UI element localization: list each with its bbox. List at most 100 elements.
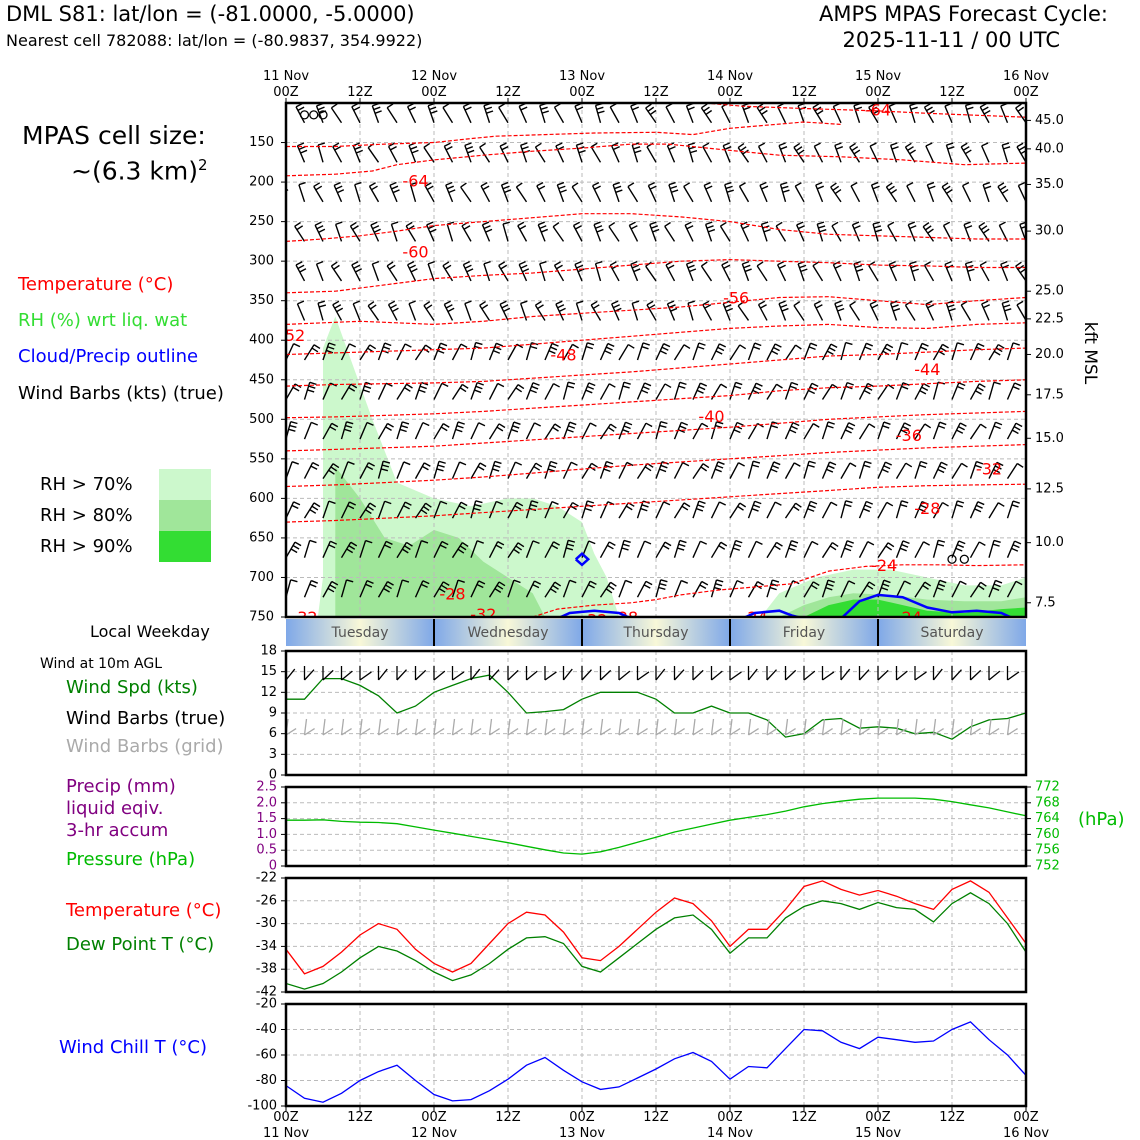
wind-barb-feather xyxy=(565,547,574,551)
wind-barb-feather xyxy=(846,425,854,430)
wind-barb-staff xyxy=(332,304,343,321)
wind-barb-staff xyxy=(729,422,738,440)
wind-barb-staff xyxy=(969,383,980,400)
surface-wind-barb-staff xyxy=(970,669,982,681)
wind-barb-feather xyxy=(751,464,760,468)
wind-barb xyxy=(969,423,987,440)
wind-barb-staff xyxy=(932,502,944,519)
wind-barb xyxy=(539,260,547,282)
wind-barb-feather xyxy=(660,464,668,469)
wind-barb xyxy=(286,343,301,361)
pressure-tick-label: 600 xyxy=(249,491,274,506)
wind-barb xyxy=(813,142,824,163)
wind-barb-feather xyxy=(494,460,502,465)
wind-barb-feather xyxy=(474,389,482,394)
wind-barb-feather xyxy=(485,228,493,233)
grid-wind-barb-staff xyxy=(988,727,1000,736)
wind-barb-staff xyxy=(414,382,423,400)
wind-barb xyxy=(951,342,965,361)
grid-wind-barb-feather xyxy=(581,718,585,736)
wind-barb-feather xyxy=(865,342,873,347)
wind-barb-feather xyxy=(926,106,933,112)
wind-barb-feather xyxy=(554,423,562,429)
wind-barb-feather xyxy=(571,182,579,188)
wind-barb-feather xyxy=(758,300,766,306)
top-time-label: 12Z xyxy=(939,85,965,100)
wind-barb-staff xyxy=(729,540,737,558)
surface-wind-barb-staff xyxy=(951,669,962,681)
wind-barb-staff xyxy=(396,343,406,361)
wind-barb-staff xyxy=(628,225,639,242)
wind-barb-feather xyxy=(328,500,336,505)
wind-barb-feather xyxy=(853,149,861,155)
wind-barb xyxy=(470,540,484,558)
wind-barb-staff xyxy=(895,540,904,558)
wind-barb xyxy=(858,500,873,519)
wind-barb-feather xyxy=(724,181,732,186)
panel-y-tick-label: -40 xyxy=(256,1022,277,1037)
wind-barb-feather xyxy=(781,185,789,190)
grid-wind-barb xyxy=(470,718,482,736)
wind-barb xyxy=(340,541,358,559)
wind-barb-feather xyxy=(957,500,965,504)
wind-barb xyxy=(340,421,354,440)
wind-barb xyxy=(488,382,505,400)
wind-barb-feather xyxy=(406,383,413,389)
temperature-contour-60 xyxy=(286,213,1026,242)
wind-barb xyxy=(488,541,505,559)
wind-barb-staff xyxy=(760,224,768,242)
temperature-contour-40 xyxy=(286,379,1026,419)
wind-barb-feather xyxy=(816,109,824,115)
wind-barb xyxy=(904,142,916,163)
wind-barb xyxy=(414,502,432,519)
wind-barb-feather xyxy=(392,189,400,194)
wind-barb xyxy=(1006,422,1023,440)
wind-barb xyxy=(821,343,838,361)
wind-barb-feather xyxy=(329,584,337,589)
wind-barb-staff xyxy=(850,185,861,203)
wind-barb-staff xyxy=(747,500,756,519)
wind-barb-feather xyxy=(902,540,910,545)
grid-wind-barb xyxy=(692,718,704,736)
wind-barb xyxy=(525,342,539,361)
wind-barb-feather xyxy=(333,181,341,187)
top-time-label: 00Z xyxy=(865,85,891,100)
wind-barb-staff xyxy=(793,146,805,163)
wind-barb-feather xyxy=(849,142,856,148)
wind-barb xyxy=(766,383,783,400)
wind-barb-staff xyxy=(724,184,731,203)
wind-barb xyxy=(303,579,318,598)
wind-barb-staff xyxy=(816,223,824,242)
wind-barb-feather xyxy=(370,221,378,226)
wind-barb-feather xyxy=(810,342,818,347)
wind-barb-feather xyxy=(402,579,410,583)
wind-barb-feather xyxy=(680,579,688,584)
wind-barb-feather xyxy=(346,548,354,554)
wind-barb-feather xyxy=(569,579,577,584)
wind-barb-staff xyxy=(729,382,737,400)
wind-barb-feather xyxy=(464,300,472,305)
wind-barb-staff xyxy=(721,264,731,282)
cloud-outline xyxy=(840,593,1014,617)
wind-barb xyxy=(451,343,468,361)
wind-barb-feather xyxy=(311,347,319,353)
wind-barb-staff xyxy=(581,382,590,400)
grid-wind-barb xyxy=(803,718,815,736)
wind-barb-staff xyxy=(562,502,574,519)
wind-barb-feather xyxy=(828,346,836,352)
wind-barb-staff xyxy=(387,304,398,321)
wind-barb xyxy=(1015,103,1026,124)
wind-barb xyxy=(821,421,835,440)
wind-barb xyxy=(618,461,634,479)
temperature-contour-label: -28 xyxy=(914,499,940,518)
wind-barb-feather xyxy=(421,465,429,471)
wind-barb-feather xyxy=(959,580,967,585)
wind-barb-staff xyxy=(525,540,534,558)
wind-barb-feather xyxy=(978,221,986,228)
wind-barb-feather xyxy=(739,344,747,350)
wind-barb xyxy=(340,461,355,479)
temperature-panel: -22-26-30-34-38-42 xyxy=(256,871,1028,1000)
wind-barb-staff xyxy=(470,462,481,479)
wind-barb-feather xyxy=(336,307,344,313)
wind-barb-feather xyxy=(940,461,948,466)
